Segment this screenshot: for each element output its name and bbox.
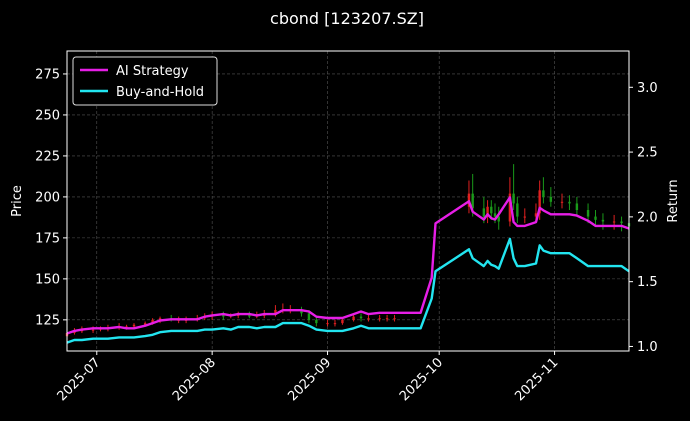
candle-body — [91, 329, 95, 331]
candle-body — [132, 324, 136, 327]
y-axis-left-title: Price — [10, 185, 25, 217]
candle-body — [359, 316, 363, 319]
chart-title: cbond [123207.SZ] — [270, 9, 424, 28]
candle-body — [486, 206, 489, 217]
candle-body — [508, 193, 512, 222]
x-tick-label: 2025-09 — [285, 355, 334, 404]
candle-body — [333, 323, 337, 325]
y-left-tick-label: 225 — [35, 149, 60, 164]
y-right-tick-label: 2.5 — [637, 146, 658, 161]
candle-body — [341, 319, 344, 324]
candle-body — [612, 221, 616, 223]
x-tick-label: 2025-07 — [55, 355, 104, 404]
legend-label-ai-strategy: AI Strategy — [116, 64, 189, 79]
candle-body — [516, 203, 519, 217]
legend: AI Strategy Buy-and-Hold — [72, 56, 218, 106]
candle-body — [151, 319, 154, 324]
candle-body — [385, 318, 389, 320]
y-axis-left: 125 150 175 200 225 250 275 — [35, 67, 67, 328]
candle-body — [352, 316, 355, 320]
legend-box — [72, 56, 218, 106]
candle-body — [523, 216, 526, 218]
candle-body — [143, 323, 147, 325]
candle-body — [497, 216, 500, 222]
candle-body — [471, 193, 474, 209]
candle-body — [274, 310, 277, 315]
y-left-tick-label: 250 — [35, 108, 60, 123]
x-tick-label: 2025-11 — [512, 355, 561, 404]
candle-body — [575, 203, 579, 211]
candle-body — [482, 208, 486, 217]
candle-body — [326, 323, 329, 325]
y-axis-right-title: Return — [666, 179, 681, 222]
candle-body — [158, 318, 162, 320]
y-right-tick-label: 1.5 — [637, 275, 658, 290]
candle-body — [601, 219, 605, 222]
y-left-tick-label: 150 — [35, 272, 60, 287]
x-tick-label: 2025-10 — [397, 355, 446, 404]
candle-body — [534, 213, 538, 217]
candle-body — [263, 314, 266, 316]
candle-body — [560, 201, 564, 203]
candle-body — [393, 318, 396, 320]
candle-body — [542, 190, 545, 197]
candle-body — [367, 318, 370, 320]
candle-body — [594, 216, 597, 220]
line-series — [66, 196, 630, 344]
candle-body — [315, 319, 318, 324]
plot-frame — [66, 50, 630, 352]
series-line-buy-and-hold — [66, 237, 630, 344]
candle-body — [490, 206, 493, 214]
y-right-tick-label: 2.0 — [637, 210, 658, 225]
candle-body — [307, 313, 311, 320]
y-left-tick-label: 275 — [35, 67, 60, 82]
candle-body — [620, 221, 623, 224]
candle-body — [300, 310, 303, 314]
candle-body — [493, 213, 497, 217]
candle-body — [222, 314, 225, 317]
x-tick-label: 2025-08 — [170, 355, 219, 404]
candle-body — [512, 193, 515, 204]
y-right-tick-label: 3.0 — [637, 81, 658, 96]
candle-body — [125, 326, 128, 328]
y-left-tick-label: 200 — [35, 190, 60, 205]
candle-body — [538, 190, 541, 214]
candle-body — [378, 318, 381, 320]
y-axis-right: 1.0 1.5 2.0 2.5 3.0 — [629, 81, 658, 355]
y-left-tick-label: 175 — [35, 231, 60, 246]
series-line-ai-strategy — [66, 196, 630, 335]
candle-body — [568, 201, 571, 204]
y-left-tick-label: 125 — [35, 313, 60, 328]
candle-body — [248, 314, 251, 317]
y-right-tick-label: 1.0 — [637, 340, 658, 355]
x-axis: 2025-07 2025-08 2025-09 2025-10 2025-11 — [55, 351, 561, 404]
candle-body — [586, 210, 590, 217]
candle-body — [549, 196, 553, 202]
legend-label-buy-and-hold: Buy-and-Hold — [116, 85, 204, 100]
candle-body — [237, 314, 240, 316]
